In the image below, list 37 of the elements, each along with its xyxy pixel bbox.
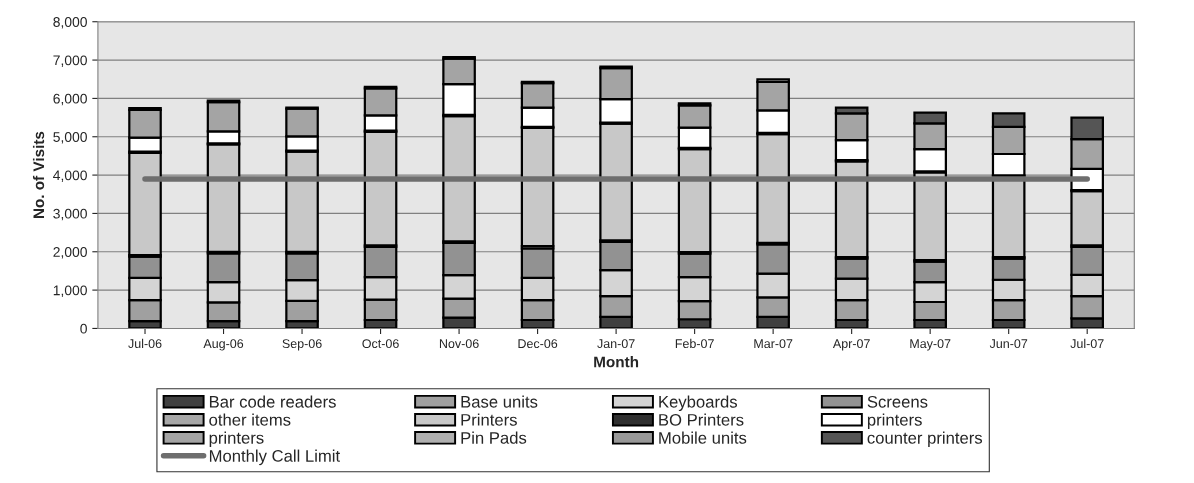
legend-label: printers (867, 413, 922, 430)
y-tick-label: 8,000 (53, 17, 87, 29)
legend-label: Screens (867, 395, 928, 408)
y-axis-title: No. of Visits (32, 131, 45, 219)
y-tick-label: 4,000 (53, 170, 87, 182)
x-tick-label: Jul-06 (128, 338, 162, 349)
x-tick-label: Dec-06 (518, 339, 558, 349)
x-tick-label: Feb-07 (675, 338, 714, 349)
x-tick-label: Oct-06 (362, 339, 399, 349)
legend-label: Monthly Call Limit (209, 449, 340, 466)
x-tick-label: Mar-07 (754, 339, 793, 349)
x-tick-label: Aug-06 (203, 339, 244, 351)
x-tick-label: Apr-07 (832, 339, 870, 351)
x-tick-label: Nov-06 (439, 339, 479, 349)
y-tick-label: 1,000 (53, 285, 87, 297)
y-tick-label: 7,000 (53, 55, 87, 67)
x-tick-label: May-07 (910, 339, 951, 351)
legend-label: Printers (461, 413, 517, 426)
legend-label: Bar code readers (209, 395, 336, 408)
x-tick-label: Jun-07 (989, 339, 1028, 349)
legend-label: other items (209, 413, 291, 426)
x-tick-label: Jan-07 (597, 339, 635, 349)
legend-label: Base units (461, 395, 538, 408)
x-tick-label: Jul-07 (1070, 338, 1104, 349)
legend-label: Mobile units (659, 431, 747, 444)
y-tick-label: 2,000 (53, 247, 87, 259)
legend-label: Keyboards (659, 395, 738, 412)
y-tick-label: 6,000 (53, 93, 87, 106)
y-tick-label: 3,000 (53, 208, 87, 221)
x-axis-title: Month (594, 356, 639, 368)
legend-label: Pin Pads (461, 431, 527, 444)
legend-label: BO Printers (659, 413, 744, 426)
legend-label: printers (209, 431, 264, 448)
x-tick-label: Sep-06 (282, 339, 322, 351)
y-tick-label: 0 (80, 323, 87, 334)
legend-label: counter printers (867, 431, 983, 448)
y-tick-label: 5,000 (53, 132, 87, 144)
